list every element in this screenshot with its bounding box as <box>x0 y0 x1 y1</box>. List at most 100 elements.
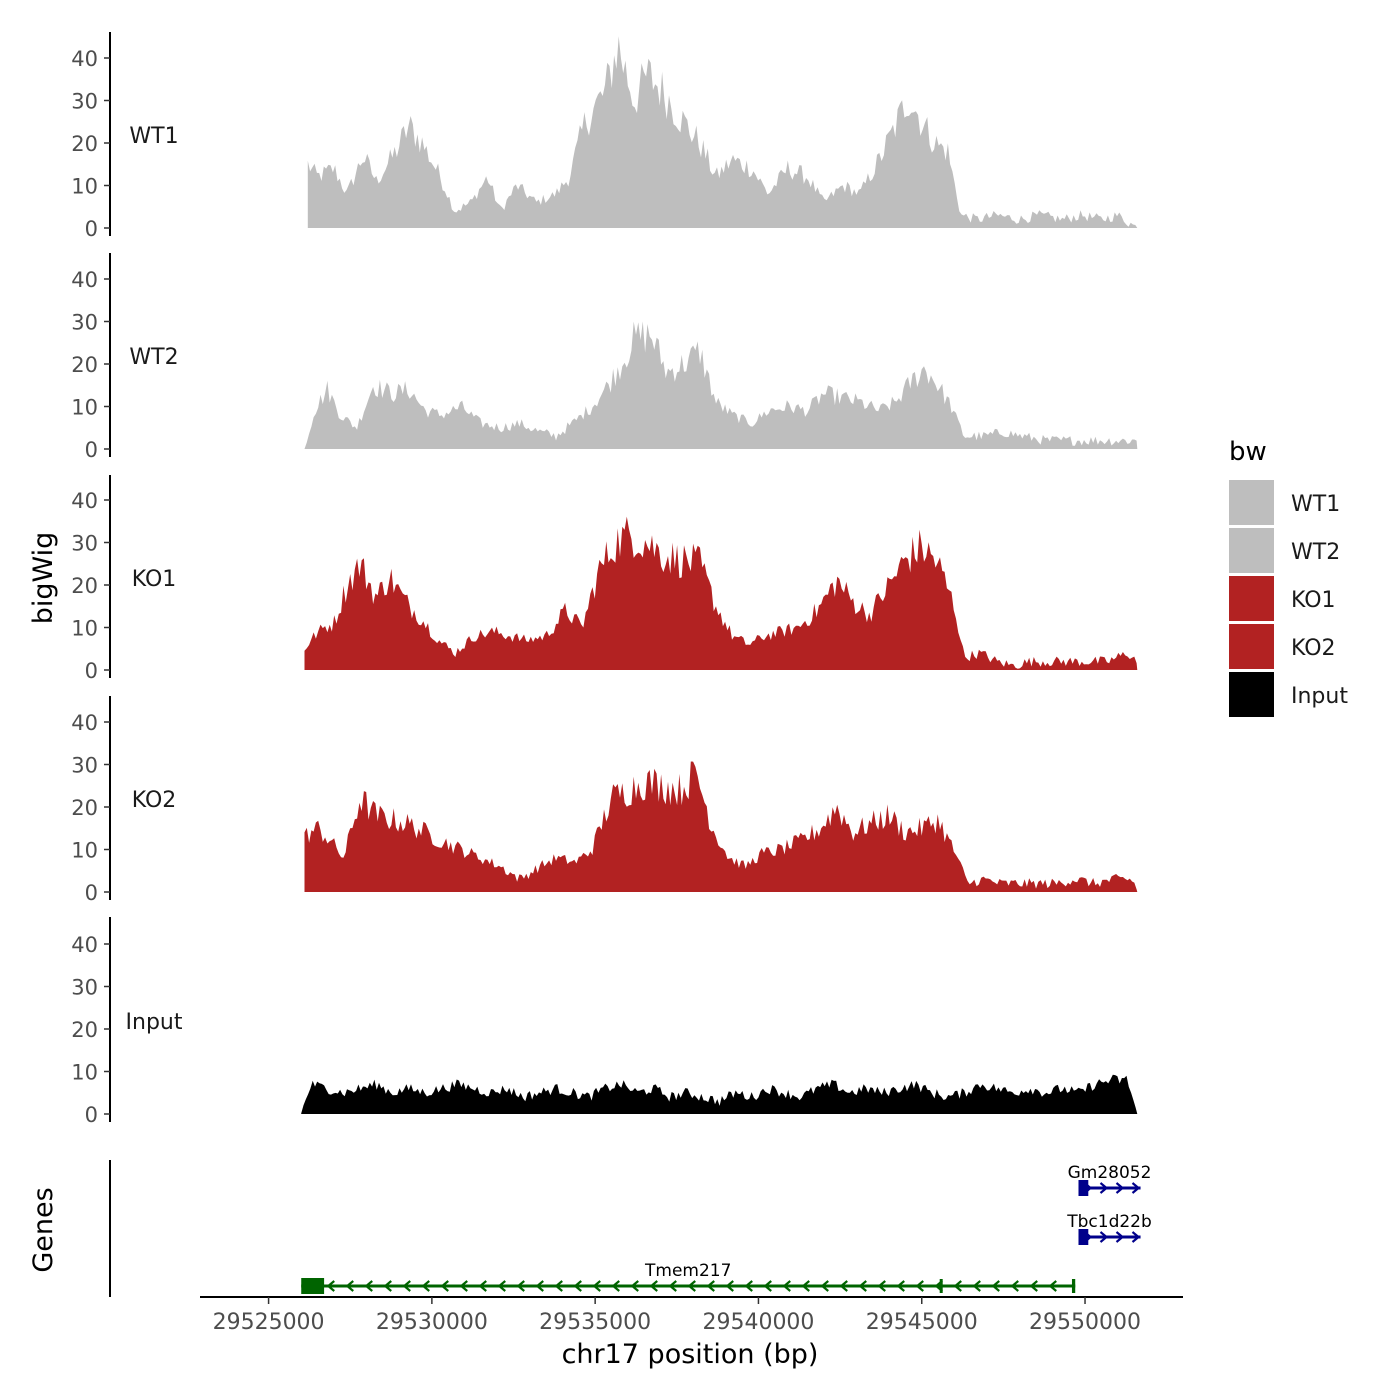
y-tick-label: 0 <box>85 1103 98 1127</box>
strand-arrow <box>630 1280 639 1292</box>
strand-arrow <box>668 1280 677 1292</box>
track-label: KO2 <box>132 788 177 813</box>
strand-arrow <box>592 1280 601 1292</box>
strand-arrow <box>991 1280 1000 1292</box>
track-wt2: 0 10 20 30 40 WT2 <box>71 253 1138 462</box>
strand-arrow <box>440 1280 449 1292</box>
legend-swatch-wt2 <box>1229 528 1274 573</box>
legend-swatch-ko1 <box>1229 576 1274 621</box>
strand-arrow <box>478 1280 487 1292</box>
x-tick-label: 29535000 <box>539 1310 651 1335</box>
strand-arrow <box>459 1280 468 1292</box>
legend-title: bw <box>1229 437 1267 467</box>
y-tick-label: 10 <box>71 1061 98 1085</box>
legend-swatch-input <box>1229 672 1274 717</box>
strand-arrow <box>1029 1280 1038 1292</box>
strand-arrow <box>972 1280 981 1292</box>
y-tick-label: 0 <box>85 659 98 683</box>
y-tick-label: 10 <box>71 839 98 863</box>
y-tick-label: 20 <box>71 132 98 156</box>
strand-arrow <box>1131 1231 1141 1243</box>
legend: bw WT1 WT2 KO1 KO2 Input <box>1229 437 1348 717</box>
track-ko1: 0 10 20 30 40 KO1 <box>71 475 1138 683</box>
y-tick-label: 30 <box>71 754 98 778</box>
y-tick-label: 40 <box>71 47 98 71</box>
legend-label: KO1 <box>1291 588 1336 613</box>
strand-arrow <box>383 1280 392 1292</box>
y-tick-label: 30 <box>71 90 98 114</box>
exon <box>1078 1229 1089 1245</box>
strand-arrow <box>1115 1182 1125 1194</box>
strand-arrow <box>782 1280 791 1292</box>
track-input: 0 10 20 30 40 Input <box>71 917 1138 1127</box>
gene-label: Tmem217 <box>644 1261 731 1281</box>
exon <box>1071 1279 1076 1293</box>
y-tick-label: 20 <box>71 353 98 377</box>
strand-arrow <box>858 1280 867 1292</box>
strand-arrow <box>801 1280 810 1292</box>
strand-arrow <box>497 1280 506 1292</box>
strand-arrow <box>953 1280 962 1292</box>
y-tick-label: 30 <box>71 532 98 556</box>
x-axis-label: chr17 position (bp) <box>562 1339 819 1370</box>
strand-arrow <box>706 1280 715 1292</box>
strand-arrow <box>402 1280 411 1292</box>
exon <box>301 1278 325 1294</box>
y-tick-label: 30 <box>71 976 98 1000</box>
legend-label: KO2 <box>1291 636 1336 661</box>
strand-arrow <box>820 1280 829 1292</box>
strand-arrow <box>744 1280 753 1292</box>
y-tick-label: 20 <box>71 574 98 598</box>
track-label: KO1 <box>132 567 177 592</box>
y-tick-label: 40 <box>71 489 98 513</box>
gene-tbc1d22b: Tbc1d22b <box>1066 1212 1152 1245</box>
strand-arrow <box>421 1280 430 1292</box>
gene-label: Tbc1d22b <box>1066 1212 1152 1232</box>
strand-arrow <box>763 1280 772 1292</box>
track-label: WT1 <box>129 124 178 149</box>
strand-arrow <box>611 1280 620 1292</box>
strand-arrow <box>687 1280 696 1292</box>
strand-arrow <box>364 1280 373 1292</box>
gene-gm28052: Gm28052 <box>1068 1163 1152 1196</box>
area-wt2 <box>304 321 1138 449</box>
area-ko2 <box>304 761 1138 892</box>
y-tick-label: 0 <box>85 217 98 241</box>
x-tick-label: 29525000 <box>213 1310 325 1335</box>
strand-arrow <box>649 1280 658 1292</box>
track-wt1: 0 10 20 30 40 WT1 <box>71 32 1138 241</box>
area-wt1 <box>307 36 1138 228</box>
strand-arrow <box>839 1280 848 1292</box>
strand-arrow <box>573 1280 582 1292</box>
gene-label: Gm28052 <box>1068 1163 1152 1183</box>
y-tick-label: 30 <box>71 311 98 335</box>
y-tick-label: 20 <box>71 796 98 820</box>
track-ko2: 0 10 20 30 40 KO2 <box>71 696 1138 905</box>
y-axis-label: bigWig <box>28 532 59 625</box>
legend-label: WT1 <box>1291 492 1340 517</box>
exon <box>939 1279 943 1293</box>
legend-swatch-ko2 <box>1229 624 1274 669</box>
strand-arrow <box>1099 1231 1109 1243</box>
legend-label: Input <box>1291 684 1348 709</box>
y-tick-label: 10 <box>71 617 98 641</box>
x-tick-label: 29530000 <box>376 1310 488 1335</box>
x-axis: 29525000 29530000 29535000 29540000 29545000… <box>200 1296 1183 1335</box>
strand-arrow <box>535 1280 544 1292</box>
track-label: WT2 <box>129 345 178 370</box>
strand-arrow <box>1010 1280 1019 1292</box>
strand-arrow <box>1048 1280 1057 1292</box>
strand-arrow <box>345 1280 354 1292</box>
gene-track: Gm28052 Tbc1d22b Tmem217 <box>109 1160 1152 1297</box>
y-tick-label: 40 <box>71 933 98 957</box>
track-label: Input <box>126 1010 183 1035</box>
y-tick-label: 0 <box>85 881 98 905</box>
exon <box>1078 1180 1089 1196</box>
x-tick-label: 29540000 <box>702 1310 814 1335</box>
y-tick-label: 0 <box>85 438 98 462</box>
strand-arrow <box>1115 1231 1125 1243</box>
coverage-tracks: 0 10 20 30 40 WT1 0 10 20 30 40 WT2 0 10 20 30 40 KO1 0 10 2… <box>71 32 1138 1127</box>
strand-arrow <box>326 1280 335 1292</box>
genes-axis-label: Genes <box>28 1187 59 1272</box>
